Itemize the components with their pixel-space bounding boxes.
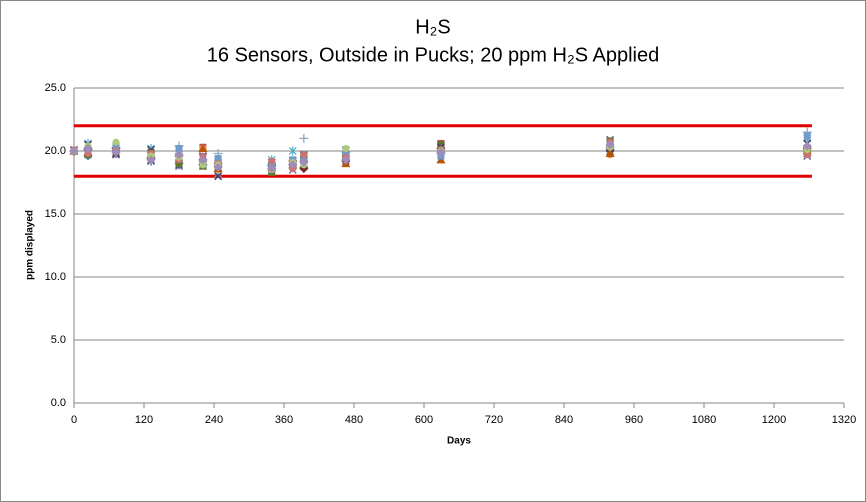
x-tick-label: 240 bbox=[205, 414, 223, 426]
y-tick-label: 20.0 bbox=[45, 145, 66, 157]
point bbox=[342, 144, 350, 152]
y-tick-label: 0.0 bbox=[51, 397, 66, 409]
point bbox=[175, 160, 183, 168]
point bbox=[111, 147, 121, 157]
point bbox=[437, 141, 445, 149]
point bbox=[341, 155, 351, 165]
x-tick-label: 720 bbox=[485, 414, 503, 426]
x-tick-label: 120 bbox=[135, 414, 153, 426]
point bbox=[213, 162, 223, 172]
x-tick-label: 840 bbox=[555, 414, 573, 426]
x-tick-label: 0 bbox=[71, 414, 77, 426]
chart-subtitle: 16 Sensors, Outside in Pucks; 20 ppm H₂S… bbox=[207, 44, 659, 66]
point bbox=[288, 146, 297, 156]
y-tick-label: 5.0 bbox=[51, 334, 66, 346]
y-tick-label: 10.0 bbox=[45, 271, 66, 283]
point bbox=[84, 150, 92, 158]
point bbox=[605, 149, 615, 158]
point bbox=[300, 151, 308, 159]
point bbox=[112, 143, 120, 151]
chart-title: H₂S bbox=[415, 16, 451, 38]
point bbox=[803, 151, 811, 159]
point bbox=[436, 147, 446, 157]
point bbox=[112, 138, 120, 146]
x-tick-label: 360 bbox=[275, 414, 293, 426]
point bbox=[146, 155, 156, 165]
y-axis-label: ppm displayed bbox=[25, 210, 36, 280]
x-axis-label: Days bbox=[447, 436, 471, 447]
point bbox=[83, 143, 93, 153]
point bbox=[299, 133, 309, 143]
point bbox=[175, 144, 183, 152]
point bbox=[198, 155, 208, 165]
point bbox=[803, 132, 811, 140]
point bbox=[69, 146, 79, 156]
point bbox=[605, 140, 615, 150]
point bbox=[268, 157, 276, 165]
x-tick-label: 1320 bbox=[832, 414, 856, 426]
x-tick-label: 1200 bbox=[762, 414, 786, 426]
x-tick-label: 960 bbox=[625, 414, 643, 426]
y-tick-label: 15.0 bbox=[45, 208, 66, 220]
point bbox=[198, 143, 208, 152]
point bbox=[214, 172, 223, 181]
y-tick-label: 25.0 bbox=[45, 82, 66, 94]
x-tick-label: 480 bbox=[345, 414, 363, 426]
point bbox=[267, 164, 277, 174]
point bbox=[299, 157, 309, 167]
point bbox=[802, 141, 812, 151]
point bbox=[214, 155, 222, 163]
point bbox=[174, 150, 184, 160]
point bbox=[199, 161, 207, 169]
point bbox=[288, 160, 298, 170]
x-tick-label: 600 bbox=[415, 414, 433, 426]
x-tick-label: 1080 bbox=[692, 414, 716, 426]
